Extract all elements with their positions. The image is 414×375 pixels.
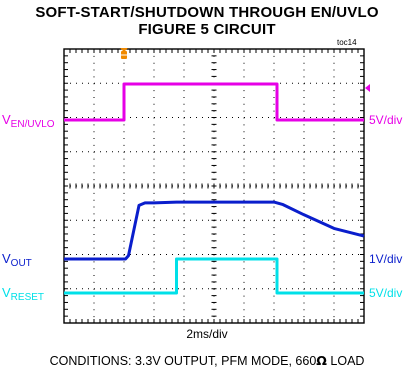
trigger-marker-icon xyxy=(120,48,128,59)
label-sub: EN/UVLO xyxy=(11,119,55,130)
label-main: V xyxy=(2,251,11,266)
trace-en-uvlo xyxy=(64,82,364,122)
label-reset: VRESET xyxy=(2,285,44,303)
trigger-marker-tip xyxy=(120,48,128,52)
label-main: V xyxy=(2,112,11,127)
label-main: V xyxy=(2,285,11,300)
trigger-level-icon xyxy=(365,84,370,92)
label-sub: OUT xyxy=(11,258,32,269)
conditions-load: LOAD xyxy=(326,354,365,368)
graticule xyxy=(63,48,365,324)
label-sub: RESET xyxy=(11,292,44,303)
trace-vout xyxy=(64,200,365,261)
scale-vout: 1V/div xyxy=(369,252,402,266)
scale-en-uvlo: 5V/div xyxy=(369,113,402,127)
figure-code: toc14 xyxy=(337,38,357,47)
label-vout: VOUT xyxy=(2,251,32,269)
trigger-level-arrow xyxy=(365,84,370,92)
x-axis-scale-label: 2ms/div xyxy=(186,327,228,341)
scale-reset: 5V/div xyxy=(369,286,402,300)
label-en-uvlo: VEN/UVLO xyxy=(2,112,55,130)
trace-group xyxy=(64,82,365,295)
trace-reset xyxy=(64,257,364,295)
marker-group xyxy=(120,48,370,92)
ohm-symbol: Ω xyxy=(316,353,327,368)
conditions-caption: CONDITIONS: 3.3V OUTPUT, PFM MODE, 660Ω … xyxy=(0,353,414,368)
chart-title-line2: FIGURE 5 CIRCUIT xyxy=(138,21,276,38)
chart-title-line1: SOFT-START/SHUTDOWN THROUGH EN/UVLO xyxy=(35,4,379,21)
conditions-text: CONDITIONS: 3.3V OUTPUT, PFM MODE, 660 xyxy=(49,354,317,368)
